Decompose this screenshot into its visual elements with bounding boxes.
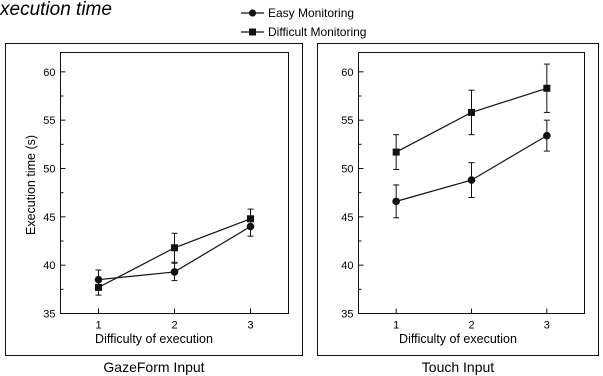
legend: Easy Monitoring Difficult Monitoring — [241, 6, 366, 39]
data-point-circle — [467, 176, 476, 184]
y-tick-label: 50 — [341, 164, 353, 176]
data-point-square — [392, 148, 400, 156]
x-tick-label: 3 — [247, 320, 253, 332]
figure-title: xecution time — [0, 0, 112, 20]
legend-label-difficult: Difficult Monitoring — [268, 25, 366, 39]
panel-title-gazeform: GazeForm Input — [103, 359, 204, 375]
x-tick-label: 2 — [468, 320, 474, 332]
x-tick-label: 3 — [544, 320, 550, 332]
legend-item-difficult: Difficult Monitoring — [241, 25, 366, 39]
x-axis-label: Difficulty of execution — [95, 332, 213, 346]
y-tick-label: 60 — [341, 67, 353, 79]
y-tick-label: 60 — [43, 67, 55, 79]
x-axis-label: Difficulty of execution — [399, 332, 517, 346]
y-tick-label: 40 — [341, 260, 353, 272]
data-point-circle — [170, 268, 179, 276]
legend-item-easy: Easy Monitoring — [241, 6, 354, 20]
panel-title-touch: Touch Input — [422, 359, 494, 375]
data-point-circle — [543, 131, 551, 140]
x-tick-label: 1 — [393, 320, 399, 332]
y-tick-label: 35 — [43, 309, 55, 321]
x-tick-label: 1 — [95, 320, 101, 332]
right-panel-frame — [317, 43, 599, 356]
data-point-square — [468, 108, 475, 116]
y-tick-label: 40 — [43, 260, 55, 272]
y-tick-label: 55 — [43, 115, 55, 127]
legend-label-easy: Easy Monitoring — [268, 6, 354, 20]
series-layer — [392, 63, 551, 219]
data-point-square — [247, 215, 254, 223]
series-layer — [94, 208, 255, 296]
left-panel-frame — [5, 43, 303, 356]
y-tick-label: 50 — [43, 164, 55, 176]
legend-marker-square — [249, 28, 256, 36]
data-point-circle — [392, 197, 400, 206]
data-point-square — [95, 283, 102, 291]
y-tick-label: 35 — [341, 309, 353, 321]
y-tick-label: 45 — [43, 212, 55, 224]
data-point-square — [543, 84, 551, 92]
y-tick-label: 45 — [341, 212, 353, 224]
x-tick-label: 2 — [171, 320, 177, 332]
chart-gazeform: Difficulty of execution Execution time (… — [24, 52, 289, 346]
legend-marker-circle — [248, 9, 257, 17]
chart-touch: Difficulty of execution 35 40 45 50 55 60 1 2 3 — [341, 52, 585, 346]
y-tick-label: 55 — [341, 115, 353, 127]
y-axis-label: Execution time (s) — [24, 135, 38, 235]
ticks: 35 40 45 50 55 60 1 2 3 — [43, 67, 253, 332]
data-point-square — [171, 244, 178, 252]
ticks: 35 40 45 50 55 60 1 2 3 — [341, 67, 550, 332]
